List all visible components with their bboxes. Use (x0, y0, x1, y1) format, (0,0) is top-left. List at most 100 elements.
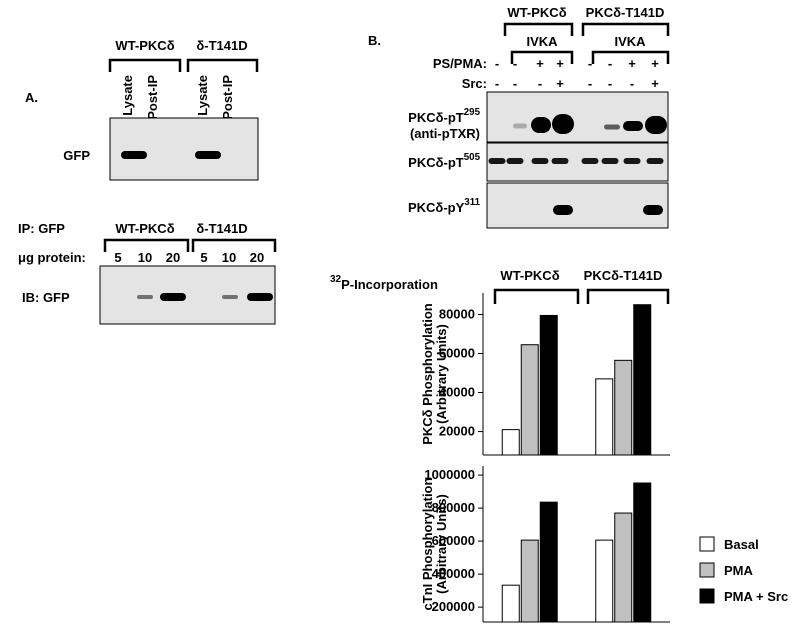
sign: - (513, 76, 517, 91)
sign: - (588, 56, 592, 71)
sign: - (495, 76, 499, 91)
chart-title: 32P-Incorporation (330, 274, 438, 292)
bar (539, 314, 558, 456)
group-label: WT-PKCδ (115, 38, 174, 53)
band (531, 117, 551, 133)
y-axis-sublabel: (Arbitrary Units) (434, 494, 449, 594)
bracket (510, 50, 574, 64)
y-axis-label: cTnI Phosphorylation (420, 477, 435, 610)
sign: - (495, 56, 499, 71)
band (137, 295, 153, 299)
row-label-sup: 311 (464, 197, 480, 208)
y-tick-label: 40000 (439, 385, 475, 400)
sign: - (608, 56, 612, 71)
ip-label: IP: GFP (18, 221, 65, 236)
panel-label: A. (25, 90, 38, 105)
bar (595, 539, 614, 623)
sign: - (538, 76, 542, 91)
band (247, 293, 273, 301)
band (623, 121, 643, 131)
legend-label: PMA + Src (724, 589, 788, 604)
amount-label: 10 (222, 250, 236, 265)
y-tick-label: 800000 (432, 500, 475, 515)
band (645, 116, 667, 134)
amount-label: 20 (250, 250, 264, 265)
band (643, 205, 663, 215)
y-axis-sublabel: (Arbitrary Units) (434, 324, 449, 424)
sign: + (628, 56, 636, 71)
band (160, 293, 186, 301)
band (581, 158, 599, 164)
amount-label: 10 (138, 250, 152, 265)
bracket (503, 22, 574, 36)
protein-label: μg protein: (18, 250, 86, 265)
band (604, 124, 620, 130)
sign: + (651, 76, 659, 91)
band (121, 151, 147, 159)
blot (99, 265, 276, 325)
legend-swatch (699, 562, 715, 578)
sign: + (556, 56, 564, 71)
y-tick-label: 20000 (439, 424, 475, 439)
y-tick-label: 1000000 (424, 467, 475, 482)
y-tick-label: 60000 (439, 346, 475, 361)
lane-label: Lysate (195, 75, 210, 116)
band (623, 158, 641, 164)
sign: - (608, 76, 612, 91)
band (513, 123, 527, 129)
bar (520, 539, 539, 623)
row-label: GFP (63, 148, 90, 163)
ivka-label: IVKA (614, 34, 646, 49)
treatment-label: PS/PMA: (433, 56, 487, 71)
band (646, 158, 664, 164)
group-label: WT-PKCδ (507, 5, 566, 20)
y-tick-label: 600000 (432, 533, 475, 548)
bar (614, 512, 633, 623)
legend-label: PMA (724, 563, 754, 578)
bracket (591, 50, 670, 64)
category-label: WT-PKCδ (500, 268, 559, 283)
band (222, 295, 238, 299)
band (552, 114, 574, 134)
blot (109, 117, 259, 181)
group-label: WT-PKCδ (115, 221, 174, 236)
bracket (586, 288, 670, 304)
bracket (103, 238, 190, 252)
band (553, 205, 573, 215)
row-note: (anti-pTXR) (410, 126, 480, 141)
row-label: PKCδ-pT505 (408, 152, 480, 170)
sign: - (630, 76, 634, 91)
amount-label: 5 (114, 250, 121, 265)
bar (633, 482, 652, 623)
title-sup: 32 (330, 274, 342, 285)
group-label: δ-T141D (196, 221, 247, 236)
row-label: PKCδ-pY311 (408, 197, 481, 215)
bar (501, 584, 520, 623)
blot (486, 182, 669, 229)
row-label-sup: 295 (464, 107, 481, 118)
group-label: PKCδ-T141D (586, 5, 665, 20)
y-tick-label: 400000 (432, 566, 475, 581)
sign: + (651, 56, 659, 71)
band (551, 158, 569, 164)
y-axis-label: PKCδ Phosphorylation (420, 303, 435, 445)
bar (520, 344, 539, 456)
bar (614, 359, 633, 456)
title-text: P-Incorporation (341, 277, 438, 292)
panel-label: B. (368, 33, 381, 48)
amount-label: 5 (200, 250, 207, 265)
band (531, 158, 549, 164)
sign: + (536, 56, 544, 71)
band (601, 158, 619, 164)
sign: - (513, 56, 517, 71)
bracket (191, 238, 277, 252)
row-label-text: PKCδ-pY (408, 200, 465, 215)
category-label: PKCδ-T141D (584, 268, 663, 283)
ivka-label: IVKA (526, 34, 558, 49)
lane-label: Post-IP (220, 75, 235, 120)
treatment-label: Src: (462, 76, 487, 91)
row-label-text: PKCδ-pT (408, 110, 464, 125)
legend-swatch (699, 588, 715, 604)
ib-label: IB: GFP (22, 290, 70, 305)
